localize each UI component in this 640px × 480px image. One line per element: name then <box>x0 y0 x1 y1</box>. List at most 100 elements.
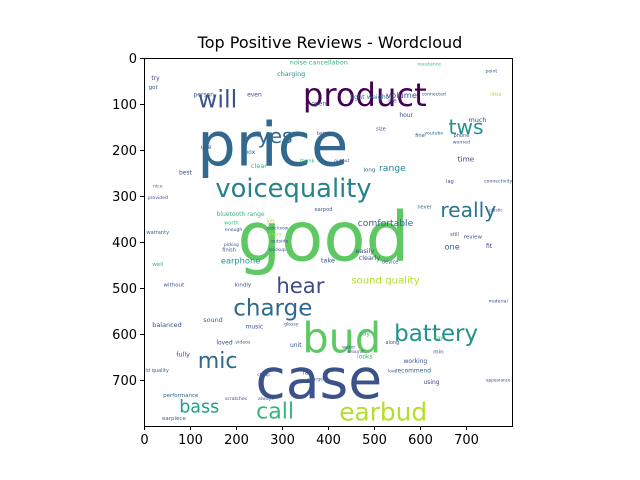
word-23: time <box>458 155 475 164</box>
word-99: glossy <box>284 321 299 327</box>
word-59: without <box>164 283 186 289</box>
y-tick-label-4: 400 <box>112 236 137 251</box>
word-22: one <box>445 242 460 252</box>
word-55: day <box>433 336 444 342</box>
word-67: still <box>450 232 459 238</box>
word-33: sound <box>203 316 223 324</box>
word-81: long <box>363 168 375 174</box>
word-78: little <box>490 92 501 98</box>
word-72: worried <box>453 140 470 146</box>
word-26: light weight <box>350 93 388 101</box>
word-38: fall <box>303 370 312 377</box>
word-32: balanced <box>152 321 181 329</box>
word-0: good <box>237 197 409 277</box>
word-21: volume <box>386 90 417 100</box>
word-51: got <box>149 85 159 91</box>
word-65: life <box>388 99 397 105</box>
word-89: enough <box>225 227 242 233</box>
word-69: device <box>382 260 399 266</box>
word-98: always <box>258 396 274 402</box>
y-tick-label-7: 700 <box>112 374 137 389</box>
word-75: connected <box>422 91 446 97</box>
word-20: earphone <box>221 255 260 265</box>
word-76: resistance <box>417 61 441 67</box>
x-tick-label-7: 700 <box>454 433 479 448</box>
word-95: build quality <box>138 368 169 374</box>
word-61: performance <box>163 393 199 399</box>
word-13: yes <box>258 124 293 148</box>
word-53: review <box>464 234 483 240</box>
word-18: comfortable <box>358 218 414 229</box>
word-107: material <box>489 298 508 304</box>
word-25: noise cancellation <box>290 59 348 67</box>
word-41: using <box>423 379 439 386</box>
word-15: really <box>440 198 496 222</box>
word-44: open <box>311 101 326 108</box>
word-80: output <box>334 158 349 164</box>
word-35: fully <box>176 351 190 359</box>
word-56: min <box>433 349 444 355</box>
word-97: scratches <box>225 396 248 402</box>
y-tick-label-6: 600 <box>112 328 137 343</box>
word-9: battery <box>394 321 478 347</box>
word-68: never <box>417 204 432 210</box>
word-58: looks <box>357 354 373 361</box>
word-86: outside <box>271 239 288 245</box>
word-77: point <box>485 68 497 74</box>
word-42: hour <box>399 112 413 119</box>
x-tick-label-0: 0 <box>140 433 148 448</box>
x-tick-label-2: 200 <box>224 433 249 448</box>
word-34: music <box>246 324 264 331</box>
word-101: around <box>348 349 364 355</box>
y-axis-ticks: 0 100 200 300 400 500 600 700 <box>112 52 144 389</box>
x-tick-label-5: 500 <box>362 433 387 448</box>
y-tick-label-0: 0 <box>129 52 137 67</box>
word-45: even <box>247 91 262 98</box>
word-79: thank <box>300 159 314 165</box>
word-52: well <box>152 262 163 268</box>
word-96: videos <box>235 340 251 346</box>
word-3: bud <box>302 315 381 363</box>
word-90: finish <box>222 247 236 253</box>
word-73: phone <box>454 133 470 139</box>
word-70: size <box>376 126 386 132</box>
word-105: connectivity <box>484 179 512 185</box>
word-37: unit <box>290 342 302 349</box>
word-30: take <box>321 256 335 264</box>
word-91: picking <box>224 242 239 247</box>
word-71: fine <box>415 133 424 139</box>
word-103: cheap <box>257 372 270 377</box>
word-83: job <box>266 218 275 224</box>
word-8: charge <box>233 296 312 322</box>
y-tick-label-5: 500 <box>112 282 137 297</box>
word-60: kindly <box>235 283 252 289</box>
word-12: hear <box>276 273 324 298</box>
word-93: provided <box>148 195 168 201</box>
word-48: best <box>179 170 193 177</box>
word-40: recommend <box>395 367 431 374</box>
word-47: box <box>244 149 255 156</box>
word-5: voicequality <box>215 174 371 204</box>
word-106: plastic <box>489 207 503 212</box>
chart-title: Top Positive Reviews - Wordcloud <box>197 33 463 52</box>
word-31: clear <box>251 162 267 170</box>
word-84: dont know <box>267 226 289 231</box>
word-49: use <box>201 144 212 151</box>
word-57: say <box>360 331 371 338</box>
word-10: call <box>256 400 294 425</box>
word-29: clearly <box>359 254 381 262</box>
word-100: water <box>342 344 355 350</box>
x-tick-label-4: 400 <box>316 433 341 448</box>
y-tick-label-1: 100 <box>112 98 137 113</box>
word-16: bass <box>179 398 219 418</box>
word-92: warranty <box>147 230 170 236</box>
word-17: sound quality <box>351 276 419 287</box>
word-27: bluetooth range <box>217 211 265 218</box>
word-28: easily <box>355 247 374 255</box>
word-11: mic <box>198 349 238 374</box>
word-102: charged <box>307 377 326 383</box>
word-1: price <box>197 110 348 180</box>
